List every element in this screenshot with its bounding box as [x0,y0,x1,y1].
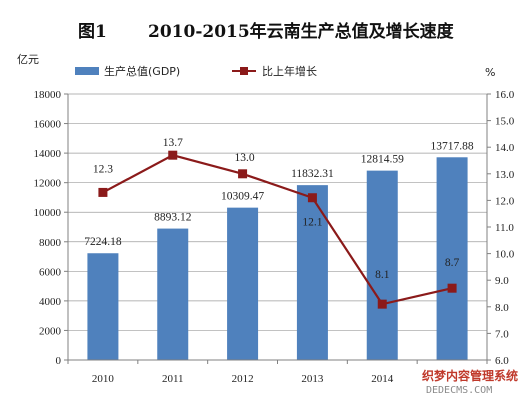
right-tick-label: 14.0 [495,142,515,154]
x-tick-label: 2014 [371,373,394,385]
watermark-text: 织梦内容管理系统 [422,368,518,383]
gdp-bar-label: 12814.59 [361,154,404,166]
left-tick-label: 2000 [39,325,62,337]
line-series [98,150,457,309]
right-tick-label: 13.0 [495,169,515,181]
legend-bar-label: 生产总值(GDP) [104,64,180,78]
left-tick-label: 4000 [39,296,62,308]
watermark-background [418,366,528,398]
right-tick-label: 10.0 [495,249,515,261]
right-tick-label: 16.0 [495,89,515,101]
gdp-bar-label: 8893.12 [154,212,192,224]
left-tick-label: 18000 [34,89,62,101]
left-tick-label: 0 [56,355,62,367]
x-tick-label: 2013 [301,373,324,385]
growth-point [377,299,387,309]
gdp-bar-label: 13717.88 [431,140,474,152]
x-tick-label: 2011 [162,373,184,385]
gdp-bar-label: 11832.31 [291,168,334,180]
gdp-bar [87,253,119,360]
gdp-bar [436,157,468,360]
growth-label: 12.3 [93,163,113,175]
data-labels: 7224.18 8893.12 10309.47 11832.31 12814.59 13… [84,137,474,281]
gdp-bar-label: 10309.47 [221,191,264,203]
watermark-url: DEDECMS.COM [426,385,492,396]
growth-point [98,187,108,197]
growth-label: 13.7 [163,137,183,149]
growth-line [102,154,453,306]
gdp-bar [296,185,328,360]
growth-label: 12.1 [302,217,322,229]
right-tick-label: 8.0 [495,302,509,314]
x-tick-label: 2012 [232,373,254,385]
left-axis-unit: 亿元 [17,53,39,66]
right-tick-label: 12.0 [495,195,515,207]
growth-point [238,169,248,179]
legend-line-label: 比上年增长 [262,64,317,78]
gdp-bar [366,170,398,360]
growth-label: 8.7 [445,257,460,269]
gdp-bar-label: 7224.18 [84,236,122,248]
right-tick-label: 9.0 [495,275,509,287]
right-tick-label: 7.0 [495,328,509,340]
left-tick-label: 16000 [34,119,62,131]
left-tick-label: 8000 [39,237,62,249]
right-tick-label: 15.0 [495,116,515,128]
gridlines [68,93,487,331]
growth-label: 13.0 [235,152,255,164]
gdp-bar [227,207,259,360]
right-tick-label: 6.0 [495,355,509,367]
legend: 生产总值(GDP) 比上年增长 [75,64,317,78]
gdp-bar [157,228,189,360]
bar-series [87,157,468,360]
growth-label: 8.1 [375,269,390,281]
left-tick-label: 10000 [34,207,62,219]
growth-point [447,283,457,293]
growth-point [307,193,317,203]
legend-line-marker [240,67,248,75]
right-axis-unit: % [485,66,495,79]
left-tick-label: 14000 [34,148,62,160]
right-tick-label: 11.0 [495,222,514,234]
left-tick-label: 12000 [34,178,62,190]
chart-title-prefix: 图1 [78,22,107,42]
legend-bar-swatch [75,67,99,75]
x-tick-label: 2010 [92,373,115,385]
left-tick-label: 6000 [39,266,62,278]
watermark: 织梦内容管理系统 DEDECMS.COM [418,366,528,398]
growth-point [168,150,178,160]
chart-title: 2010-2015年云南生产总值及增长速度 [148,21,455,42]
